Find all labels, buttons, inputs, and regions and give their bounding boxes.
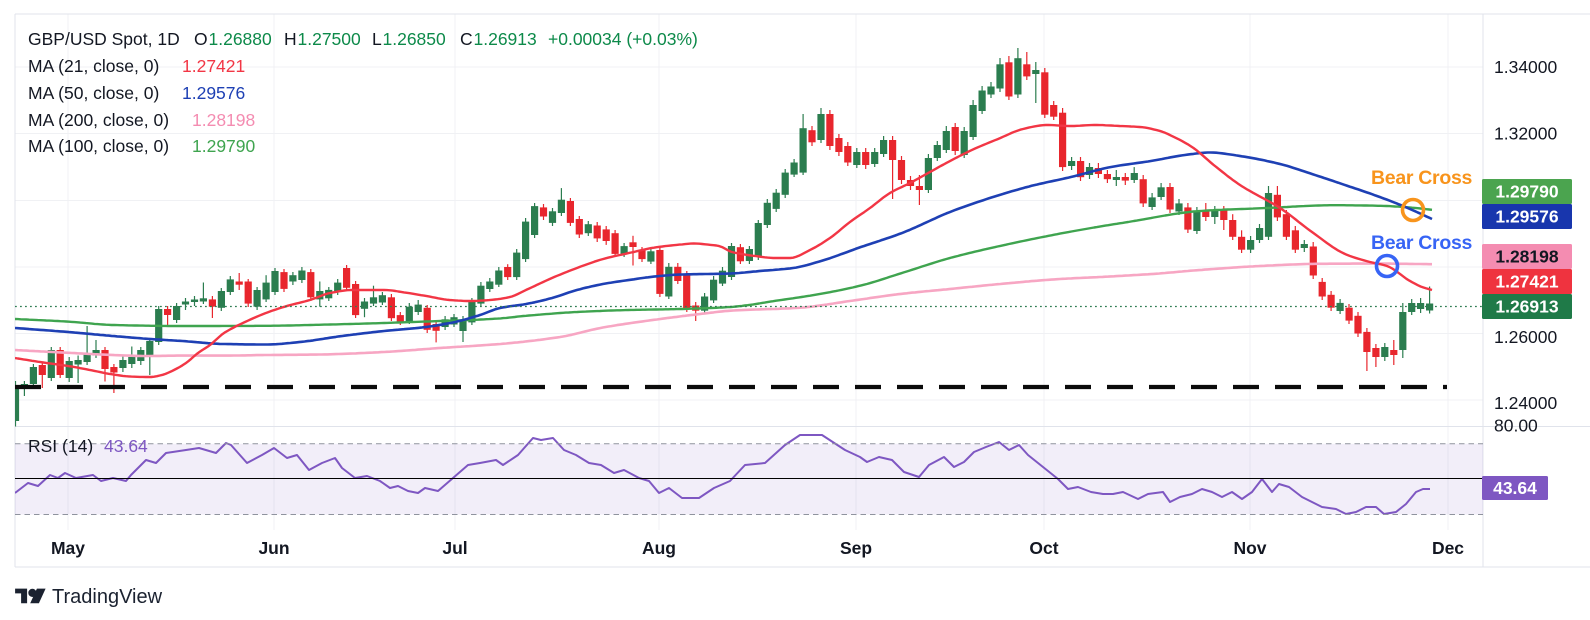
svg-text:GBP/USD Spot, 1D: GBP/USD Spot, 1D bbox=[28, 29, 180, 49]
svg-text:TradingView: TradingView bbox=[52, 586, 163, 608]
svg-text:1.27421: 1.27421 bbox=[182, 56, 245, 76]
svg-text:L: L bbox=[372, 29, 382, 49]
svg-text:1.26000: 1.26000 bbox=[1494, 327, 1558, 347]
svg-text:Dec: Dec bbox=[1432, 538, 1464, 558]
svg-text:Jul: Jul bbox=[442, 538, 467, 558]
svg-text:1.28198: 1.28198 bbox=[1495, 247, 1559, 267]
svg-text:1.24000: 1.24000 bbox=[1494, 393, 1558, 413]
svg-text:Nov: Nov bbox=[1233, 538, 1266, 558]
svg-text:Oct: Oct bbox=[1029, 538, 1058, 558]
svg-text:80.00: 80.00 bbox=[1494, 416, 1538, 436]
svg-text:1.26850: 1.26850 bbox=[383, 29, 447, 49]
svg-text:Bear Cross: Bear Cross bbox=[1371, 167, 1473, 189]
svg-text:43.64: 43.64 bbox=[104, 436, 148, 456]
svg-text:1.28198: 1.28198 bbox=[192, 110, 255, 130]
svg-text:1.26913: 1.26913 bbox=[1495, 297, 1559, 317]
svg-text:C: C bbox=[460, 29, 473, 49]
svg-text:H: H bbox=[284, 29, 297, 49]
svg-text:O: O bbox=[194, 29, 208, 49]
svg-text:1.34000: 1.34000 bbox=[1494, 57, 1558, 77]
svg-text:MA (100, close, 0): MA (100, close, 0) bbox=[28, 136, 169, 156]
svg-text:43.64: 43.64 bbox=[1493, 478, 1537, 498]
svg-text:+0.00034 (+0.03%): +0.00034 (+0.03%) bbox=[548, 29, 698, 49]
svg-text:1.27500: 1.27500 bbox=[298, 29, 362, 49]
svg-text:Jun: Jun bbox=[258, 538, 289, 558]
svg-text:1.29576: 1.29576 bbox=[182, 83, 245, 103]
svg-text:MA (200, close, 0): MA (200, close, 0) bbox=[28, 110, 169, 130]
svg-text:1.29790: 1.29790 bbox=[192, 136, 256, 156]
svg-text:1.27421: 1.27421 bbox=[1495, 272, 1559, 292]
svg-text:MA (21, close, 0): MA (21, close, 0) bbox=[28, 56, 159, 76]
svg-text:May: May bbox=[51, 538, 85, 558]
svg-text:1.29790: 1.29790 bbox=[1495, 182, 1559, 202]
svg-text:MA (50, close, 0): MA (50, close, 0) bbox=[28, 83, 159, 103]
svg-text:1.26913: 1.26913 bbox=[474, 29, 537, 49]
svg-text:Aug: Aug bbox=[642, 538, 676, 558]
svg-text:Bear Cross: Bear Cross bbox=[1371, 232, 1473, 254]
svg-text:1.29576: 1.29576 bbox=[1495, 207, 1559, 227]
svg-text:1.26880: 1.26880 bbox=[209, 29, 273, 49]
svg-text:RSI (14): RSI (14) bbox=[28, 436, 93, 456]
svg-text:1.32000: 1.32000 bbox=[1494, 124, 1558, 144]
svg-text:Sep: Sep bbox=[840, 538, 872, 558]
